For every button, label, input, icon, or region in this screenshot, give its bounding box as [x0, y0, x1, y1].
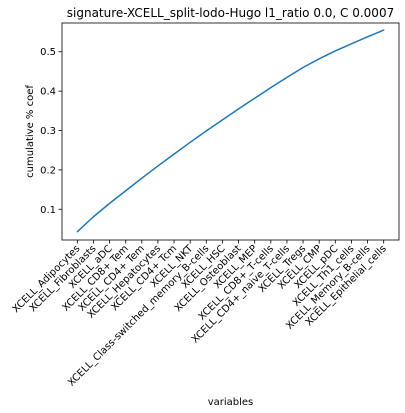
- y-tick-label: 0.5: [40, 47, 56, 58]
- y-axis-label: cumulative % coef: [25, 85, 36, 178]
- y-tick-label: 0.3: [40, 126, 56, 137]
- plot-frame: [61, 22, 400, 241]
- y-tick-label: 0.1: [40, 205, 56, 216]
- series-line-0: [76, 29, 385, 233]
- y-tick-label: 0.2: [40, 165, 56, 176]
- x-axis-label: variables: [208, 397, 254, 408]
- y-tick-label: 0.4: [40, 87, 56, 98]
- chart-title: signature-XCELL_split-lodo-Hugo l1_ratio…: [67, 6, 394, 20]
